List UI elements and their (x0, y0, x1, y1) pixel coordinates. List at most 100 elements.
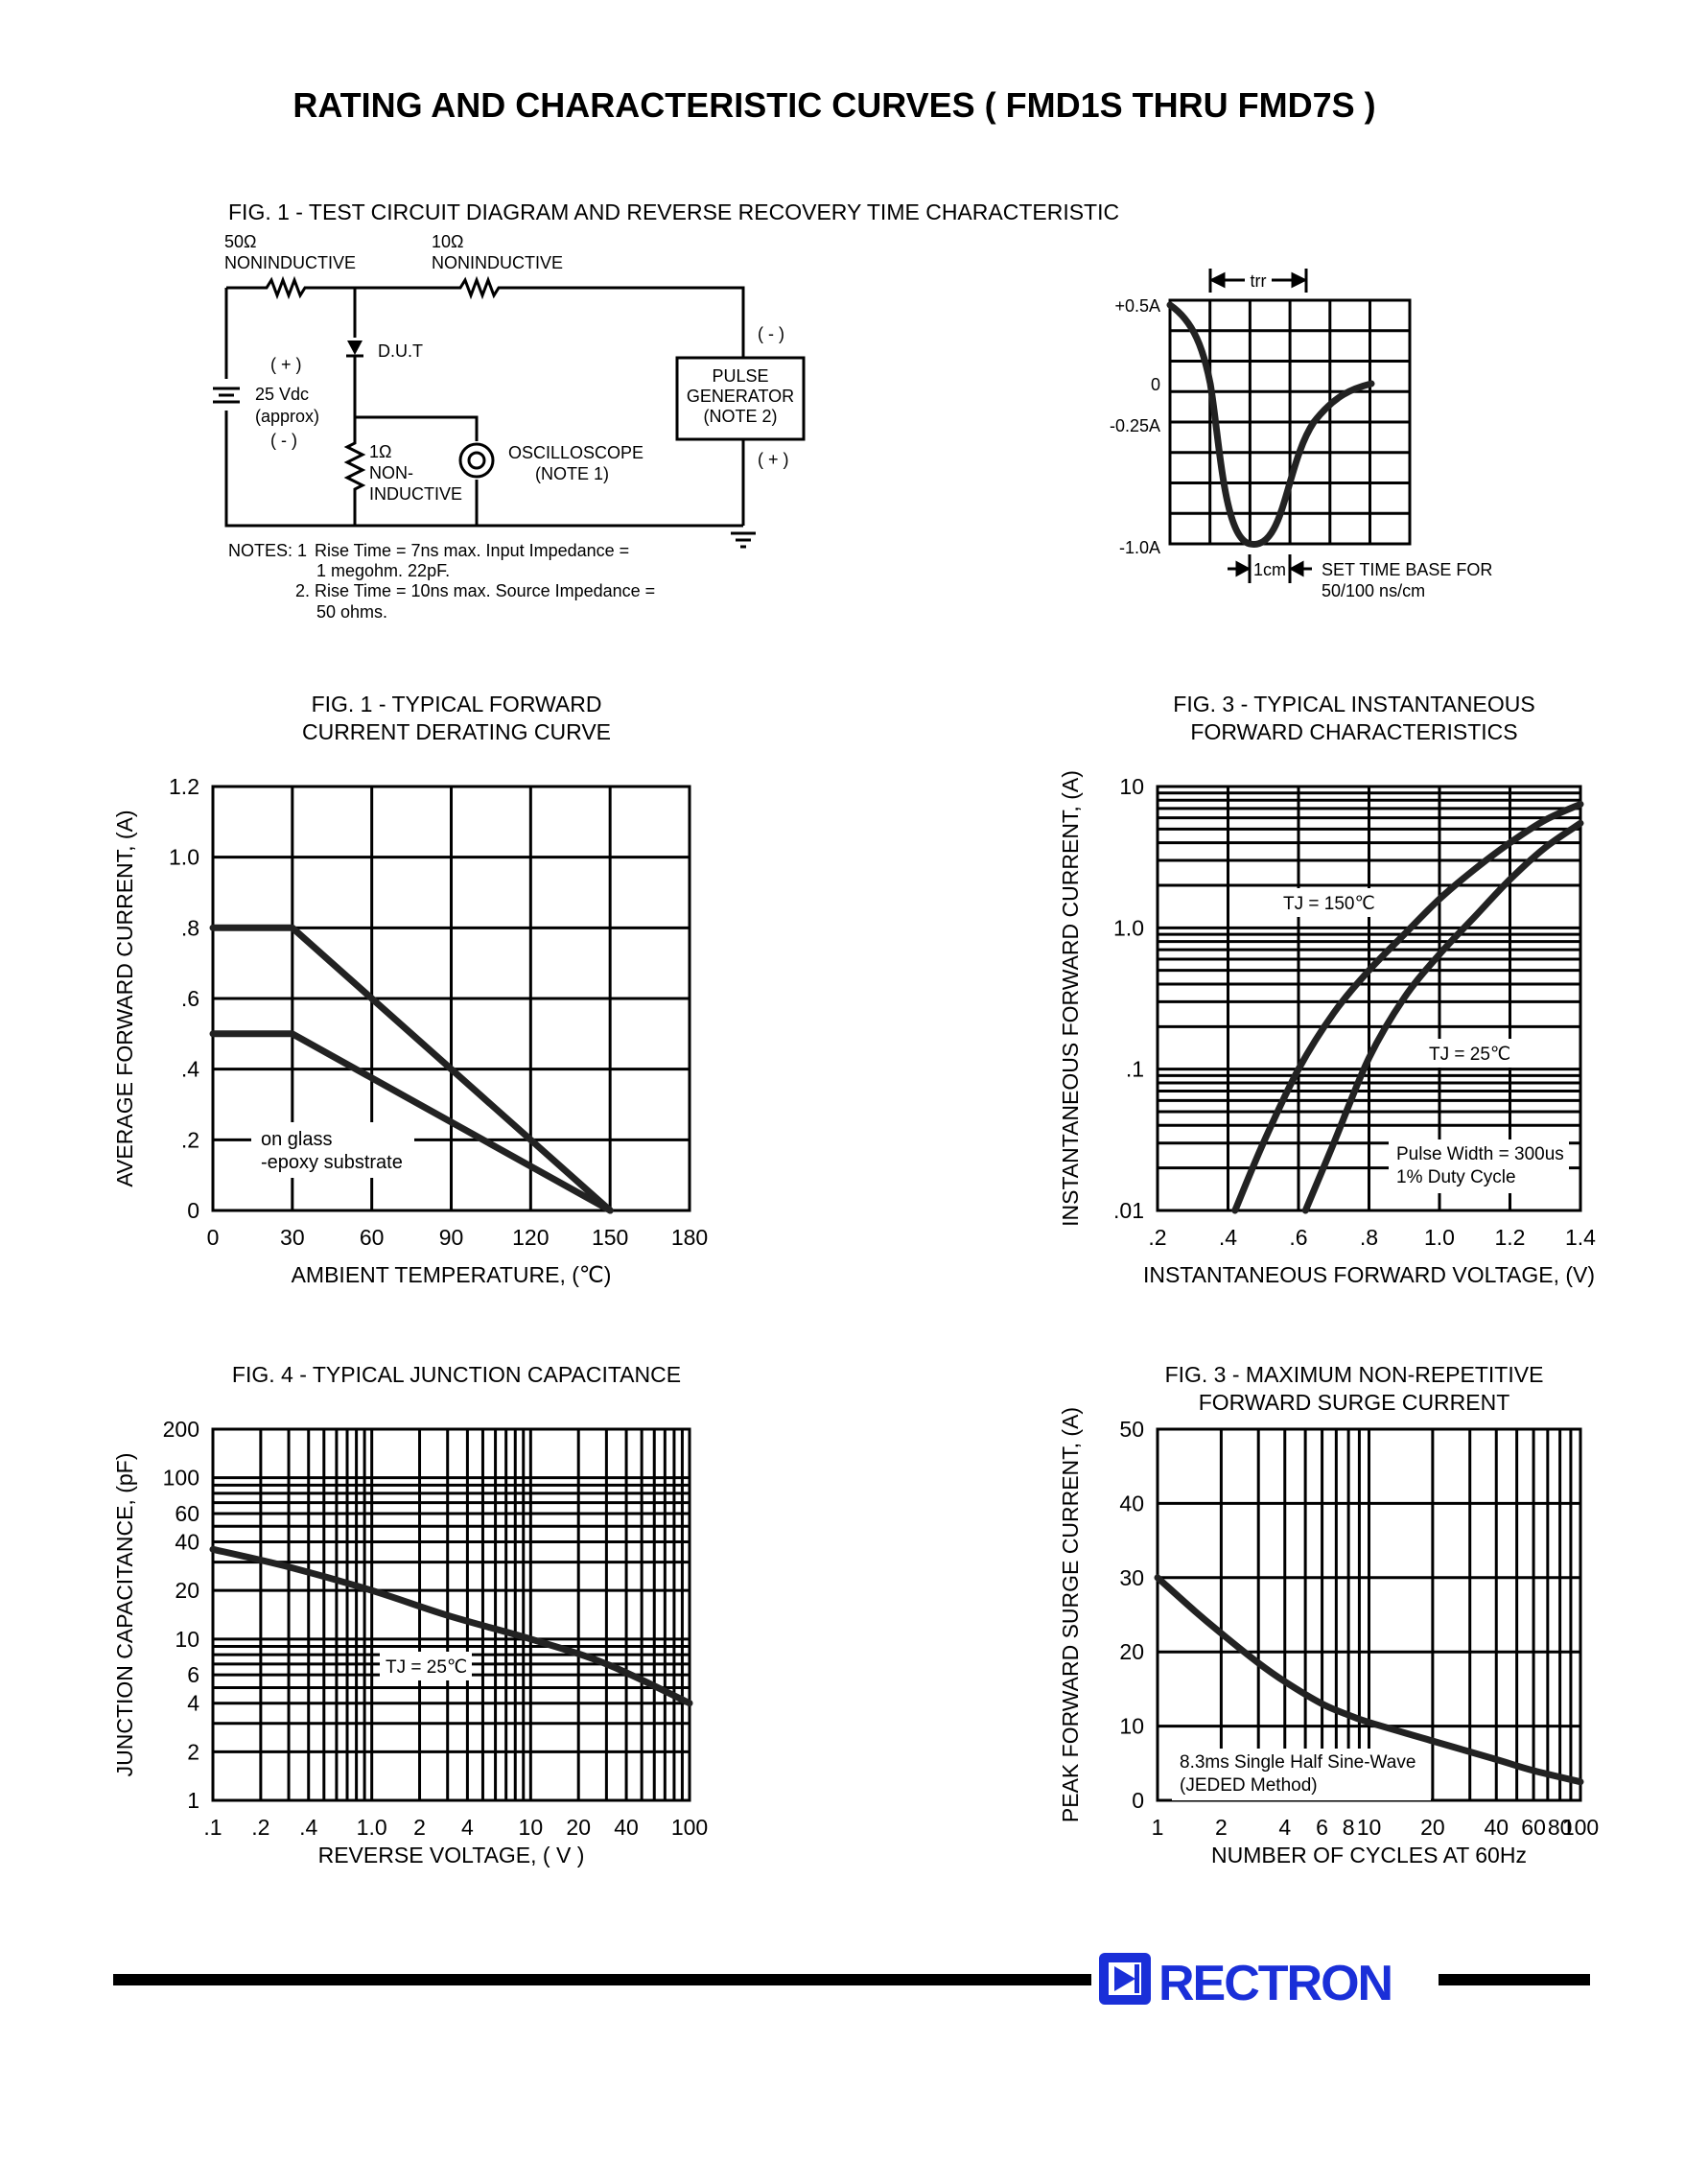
x-tick-label: 1.0 (1424, 1225, 1455, 1250)
y-tick-label: 30 (1119, 1565, 1144, 1590)
x-axis-label: REVERSE VOLTAGE, ( V ) (318, 1843, 585, 1867)
y-tick-label: 100 (163, 1466, 199, 1491)
chart-title-line: FORWARD CHARACTERISTICS (1190, 719, 1517, 744)
y-tick-label: 1.2 (169, 774, 199, 799)
x-tick-label: 150 (592, 1225, 628, 1250)
x-tick-label: 1.4 (1565, 1225, 1596, 1250)
x-tick-label: 90 (439, 1225, 464, 1250)
series-label: TJ = 150℃ (1283, 894, 1375, 914)
y-tick-label: 1.0 (169, 845, 199, 870)
x-tick-label: 20 (566, 1815, 591, 1840)
fig-circuit-caption: FIG. 1 - TEST CIRCUIT DIAGRAM AND REVERS… (228, 200, 1119, 224)
x-tick-label: 2 (1215, 1815, 1228, 1840)
gen-line1: PULSE (712, 366, 768, 386)
note2-b: 50 ohms. (316, 602, 387, 622)
series-line-1 (209, 1545, 693, 1707)
annotation-line: 1% Duty Cycle (1396, 1167, 1516, 1187)
x-tick-label: .8 (1360, 1225, 1378, 1250)
x-tick-label: 120 (512, 1225, 549, 1250)
x-tick-label: .2 (251, 1815, 269, 1840)
y-tick-label: .6 (181, 986, 199, 1011)
y-tick-label: 6 (187, 1662, 199, 1687)
x-tick-label: 180 (671, 1225, 708, 1250)
junction-capacitance-chart: .1 .2 .4 1.0 2 4 10 20 40 100 1 2 4 6 10 20 40 60 100 200 FI… (112, 1362, 708, 1867)
test-circuit-diagram: FIG. 1 - TEST CIRCUIT DIAGRAM AND REVERS… (213, 200, 1119, 622)
trr-ylabel-pos: +0.5A (1114, 296, 1160, 316)
trr-ylabel-neg1: -1.0A (1119, 538, 1160, 557)
chart-title-line: FIG. 4 - TYPICAL JUNCTION CAPACITANCE (232, 1362, 681, 1387)
annotation-line: Pulse Width = 300us (1396, 1144, 1564, 1164)
y-tick-label: 50 (1119, 1417, 1144, 1442)
derating-chart: 0 30 60 90 120 150 180 0 .2 .4 .6 .8 1.0 1.2 FIG. 1 - … (112, 692, 708, 1287)
supply-value: 25 Vdc (255, 385, 309, 404)
x-tick-label: 100 (1562, 1815, 1599, 1840)
annotation-line: on glass (261, 1129, 333, 1150)
x-tick-label: 6 (1316, 1815, 1328, 1840)
dut-label: D.U.T (378, 341, 423, 361)
series-line-2 (1301, 819, 1584, 1214)
y-tick-label: .8 (181, 915, 199, 940)
notes-label: NOTES: 1 (228, 541, 307, 560)
y-tick-label: 0 (187, 1198, 199, 1223)
chart-title-line: CURRENT DERATING CURVE (302, 719, 611, 744)
series-label: TJ = 25℃ (386, 1657, 467, 1678)
scope-line2: (NOTE 1) (535, 464, 609, 483)
annotation-bg (1172, 1749, 1431, 1800)
x-tick-label: 10 (519, 1815, 544, 1840)
chart-title-line: FIG. 3 - MAXIMUM NON-REPETITIVE (1165, 1362, 1544, 1387)
reverse-recovery-waveform: +0.5A 0 -0.25A -1.0A trr 1cm SET TIME BA… (1110, 269, 1492, 600)
x-tick-label: 8 (1343, 1815, 1355, 1840)
x-tick-label: 30 (280, 1225, 305, 1250)
brand-name: RECTRON (1158, 1956, 1392, 2011)
y-tick-label: 4 (187, 1691, 199, 1716)
chart-title-line: FIG. 1 - TYPICAL FORWARD (312, 692, 602, 716)
timebase-line1: SET TIME BASE FOR (1322, 560, 1492, 579)
x-tick-label: .2 (1148, 1225, 1166, 1250)
y-tick-label: 20 (175, 1578, 199, 1603)
trr-ylabel-neg025: -0.25A (1110, 416, 1160, 435)
y-axis-label: AVERAGE FORWARD CURRENT, (A) (112, 810, 137, 1186)
x-tick-label: 2 (413, 1815, 426, 1840)
page-title: RATING AND CHARACTERISTIC CURVES ( FMD1S… (292, 85, 1375, 125)
y-tick-label: 60 (175, 1501, 199, 1526)
x-tick-label: 1 (1152, 1815, 1164, 1840)
x-tick-label: .4 (299, 1815, 317, 1840)
x-tick-label: 0 (207, 1225, 220, 1250)
x-tick-label: 100 (671, 1815, 708, 1840)
gen-line2: GENERATOR (687, 387, 794, 406)
x-tick-label: 80 (1548, 1815, 1573, 1840)
oscilloscope-icon (458, 442, 495, 479)
note1-b: 1 megohm. 22pF. (316, 561, 450, 580)
trr-ylabel-zero: 0 (1151, 375, 1160, 394)
x-tick-label: 4 (461, 1815, 474, 1840)
supply-approx: (approx) (255, 407, 319, 426)
series-label-bg (1274, 888, 1371, 917)
x-tick-label: .6 (1289, 1225, 1307, 1250)
y-tick-label: 200 (163, 1417, 199, 1442)
y-tick-label: .1 (1126, 1057, 1144, 1082)
x-tick-label: 1.2 (1495, 1225, 1526, 1250)
r1-value: 50Ω (224, 232, 256, 251)
x-tick-label: 40 (614, 1815, 639, 1840)
plot-frame (1156, 785, 1582, 1212)
r2-value: 10Ω (432, 232, 463, 251)
r2-type: NONINDUCTIVE (432, 253, 563, 272)
annotation-line: (JEDED Method) (1180, 1775, 1318, 1796)
x-axis-label: INSTANTANEOUS FORWARD VOLTAGE, (V) (1143, 1262, 1595, 1287)
annotation-bg (251, 1122, 414, 1178)
plot-frame (211, 785, 691, 1212)
trr-dimension-marker (1208, 269, 1308, 293)
y-tick-label: .4 (181, 1057, 199, 1082)
y-axis-label: PEAK FORWARD SURGE CURRENT, (A) (1058, 1407, 1083, 1822)
y-tick-label: 1 (187, 1788, 199, 1813)
y-tick-label: 1.0 (1113, 915, 1144, 940)
series-line-2 (209, 1030, 614, 1214)
y-tick-label: 0 (1132, 1788, 1144, 1813)
x-tick-label: .1 (203, 1815, 222, 1840)
series-line-1 (1231, 800, 1584, 1214)
y-tick-label: 20 (1119, 1639, 1144, 1664)
series-label-bg (1419, 1039, 1517, 1068)
r1-type: NONINDUCTIVE (224, 253, 356, 272)
r3-line2: INDUCTIVE (369, 484, 462, 504)
